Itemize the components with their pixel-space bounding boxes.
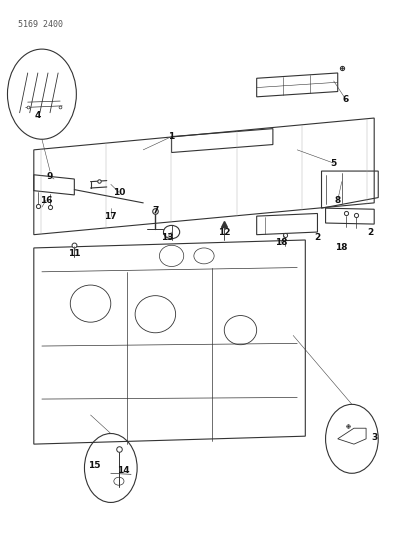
Text: 18: 18 (275, 238, 287, 247)
Text: 8: 8 (335, 196, 341, 205)
Text: 9: 9 (47, 172, 53, 181)
Text: 3: 3 (371, 433, 377, 442)
Text: 5169 2400: 5169 2400 (18, 20, 62, 29)
Text: 6: 6 (343, 95, 349, 104)
Text: 16: 16 (40, 196, 52, 205)
Text: 2: 2 (314, 233, 321, 242)
Text: 11: 11 (68, 249, 80, 258)
Text: 15: 15 (89, 461, 101, 470)
Text: 5: 5 (330, 159, 337, 167)
Text: 1: 1 (169, 132, 175, 141)
Text: 12: 12 (218, 228, 231, 237)
Text: 14: 14 (117, 466, 129, 475)
Text: 17: 17 (104, 212, 117, 221)
Text: 10: 10 (113, 188, 125, 197)
Text: 4: 4 (35, 111, 41, 120)
Text: 18: 18 (335, 244, 348, 253)
Text: 13: 13 (161, 233, 174, 242)
Text: 2: 2 (367, 228, 373, 237)
Text: 7: 7 (152, 206, 159, 215)
